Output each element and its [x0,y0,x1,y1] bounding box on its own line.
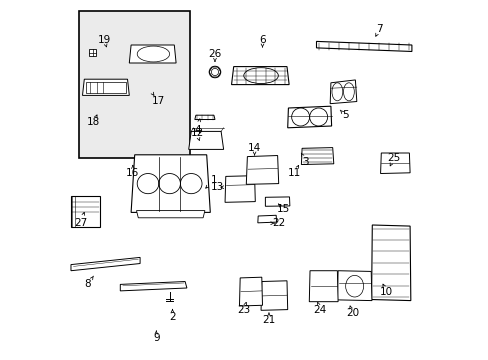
Polygon shape [239,277,262,306]
Text: 5: 5 [341,110,348,120]
Polygon shape [301,148,333,165]
Text: 15: 15 [276,204,289,214]
Bar [79,11,190,158]
Text: 20: 20 [345,308,358,318]
Polygon shape [82,79,129,95]
Polygon shape [246,156,278,184]
Polygon shape [265,197,289,206]
Polygon shape [309,271,337,302]
Text: 22: 22 [271,218,285,228]
Bar [89,49,96,56]
Polygon shape [120,282,186,291]
Polygon shape [337,271,371,301]
Text: 11: 11 [288,168,301,178]
Text: 3: 3 [302,157,308,167]
Text: 7: 7 [375,24,382,34]
Text: 13: 13 [210,182,224,192]
Text: 2: 2 [169,312,176,322]
Text: 25: 25 [386,153,400,163]
Text: 10: 10 [379,287,392,297]
Polygon shape [136,211,204,218]
Text: 12: 12 [190,128,203,138]
Text: 6: 6 [259,35,265,45]
Polygon shape [287,106,331,128]
Text: 1: 1 [210,175,217,185]
Text: 19: 19 [97,35,110,45]
Text: 16: 16 [126,168,139,178]
Text: 21: 21 [262,315,275,325]
Polygon shape [257,215,276,223]
Polygon shape [194,115,215,120]
Polygon shape [261,281,287,310]
Text: 26: 26 [208,49,221,59]
Text: 24: 24 [313,305,326,315]
Text: 18: 18 [86,117,100,127]
Text: 8: 8 [84,279,91,289]
Text: 9: 9 [153,333,159,343]
Polygon shape [316,41,411,51]
Polygon shape [371,225,410,301]
Polygon shape [131,155,210,212]
Text: 23: 23 [237,305,250,315]
Polygon shape [188,131,223,149]
Polygon shape [329,80,356,104]
Polygon shape [231,67,288,85]
Polygon shape [71,257,140,271]
Bar [86,82,126,93]
Text: 17: 17 [151,96,164,106]
Text: 4: 4 [194,125,201,135]
Text: 27: 27 [74,218,87,228]
Polygon shape [380,153,409,174]
Polygon shape [71,196,100,227]
Text: 14: 14 [247,143,261,153]
Polygon shape [129,45,176,63]
Polygon shape [224,176,255,202]
